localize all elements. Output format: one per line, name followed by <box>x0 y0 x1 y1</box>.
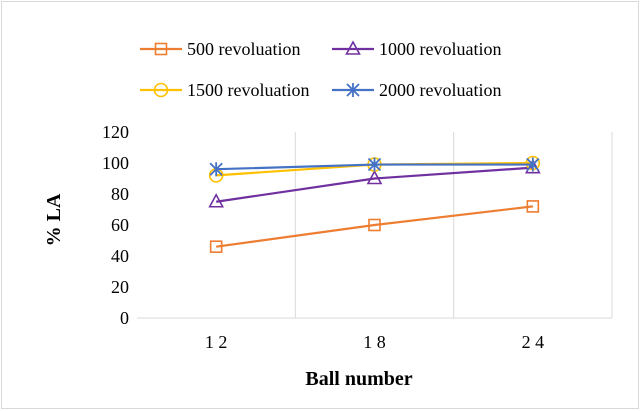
y-tick-label: 20 <box>111 277 129 297</box>
series-line <box>216 205 533 248</box>
legend-label: 1000 revoluation <box>379 39 501 59</box>
data-point <box>526 200 540 213</box>
y-tick-label: 0 <box>120 308 129 328</box>
axes: 0 20 40 60 80 100 120 1 2 1 8 2 4 <box>102 122 612 352</box>
legend-marker <box>153 82 169 98</box>
x-axis-title: Ball number <box>305 368 412 390</box>
legend-item: 500 revoluation <box>140 39 300 59</box>
legend-item: 2000 revoluation <box>332 80 501 100</box>
legend-label: 2000 revoluation <box>379 80 501 100</box>
plot-area <box>208 155 541 253</box>
legend-label: 500 revoluation <box>187 39 300 59</box>
series-0 <box>209 200 540 253</box>
legend-marker <box>345 40 361 55</box>
y-tick-label: 100 <box>102 153 129 173</box>
series-line <box>216 166 533 203</box>
x-tick-label: 1 2 <box>205 332 228 352</box>
data-point <box>209 240 223 253</box>
legend-marker <box>154 42 168 56</box>
legend-item: 1500 revoluation <box>140 80 309 100</box>
data-point <box>209 162 223 177</box>
y-tick-label: 120 <box>102 122 129 142</box>
y-axis-title: % LA <box>43 193 65 246</box>
x-tick-label: 2 4 <box>522 332 545 352</box>
y-tick-label: 80 <box>111 184 129 204</box>
legend-marker <box>346 83 360 97</box>
legend-label: 1500 revoluation <box>187 80 309 100</box>
x-tick-label: 1 8 <box>363 332 386 352</box>
series-3 <box>209 157 540 177</box>
y-tick-label: 60 <box>111 215 129 235</box>
y-tick-label: 40 <box>111 246 129 266</box>
legend-item: 1000 revoluation <box>332 39 501 59</box>
data-point <box>366 169 383 185</box>
grid <box>294 132 613 318</box>
data-point <box>368 218 381 232</box>
data-point <box>526 157 540 172</box>
data-point <box>208 193 225 208</box>
legend: 500 revoluation 1000 revoluation 1500 revo… <box>140 39 501 100</box>
data-point <box>367 157 382 172</box>
